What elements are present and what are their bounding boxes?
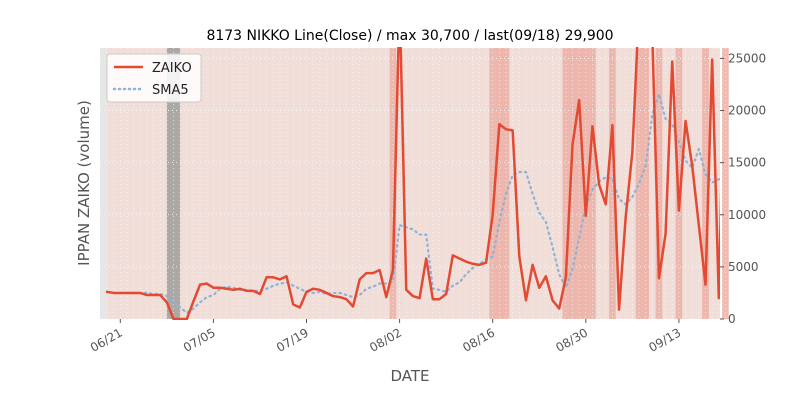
y-axis-ticks: 0 5000 10000 15000 20000 25000 xyxy=(720,51,766,326)
y-tick-label: 25000 xyxy=(728,51,766,65)
x-tick-label: 08/30 xyxy=(553,325,590,354)
x-axis-title: DATE xyxy=(390,367,429,385)
y-tick-label: 10000 xyxy=(728,208,766,222)
highlight-band xyxy=(635,48,649,319)
legend-label-zaiko: ZAIKO xyxy=(152,61,192,76)
chart-title: 8173 NIKKO Line(Close) / max 30,700 / la… xyxy=(206,28,613,44)
x-tick-label: 07/05 xyxy=(181,325,218,354)
series-line-sma5 xyxy=(132,92,720,314)
y-tick-label: 15000 xyxy=(728,156,766,170)
x-tick-label: 06/21 xyxy=(88,325,125,354)
x-tick-label: 08/02 xyxy=(367,325,404,354)
highlight-band xyxy=(562,48,596,319)
legend: ZAIKO SMA5 xyxy=(106,53,202,103)
y-tick-label: 20000 xyxy=(728,104,766,118)
series-layer xyxy=(105,47,720,320)
highlight-band xyxy=(389,48,397,319)
x-tick-label: 07/19 xyxy=(274,325,311,354)
y-axis-title: IPPAN ZAIKO (volume) xyxy=(75,100,93,266)
y-tick-label: 5000 xyxy=(728,260,759,274)
y-tick-label: 0 xyxy=(728,312,736,326)
gray-band xyxy=(166,48,181,319)
legend-label-sma5: SMA5 xyxy=(152,83,189,98)
highlight-band xyxy=(655,48,663,319)
x-tick-label: 09/13 xyxy=(646,325,683,354)
highlight-band xyxy=(722,48,729,319)
plot-margin-left xyxy=(100,48,107,319)
highlight-band xyxy=(609,48,616,319)
highlight-band xyxy=(702,48,709,319)
series-line-zaiko xyxy=(105,47,720,320)
x-tick-label: 08/16 xyxy=(460,325,497,354)
x-axis-ticks: 06/21 07/05 07/19 08/02 08/16 08/30 09/13 xyxy=(88,319,683,355)
